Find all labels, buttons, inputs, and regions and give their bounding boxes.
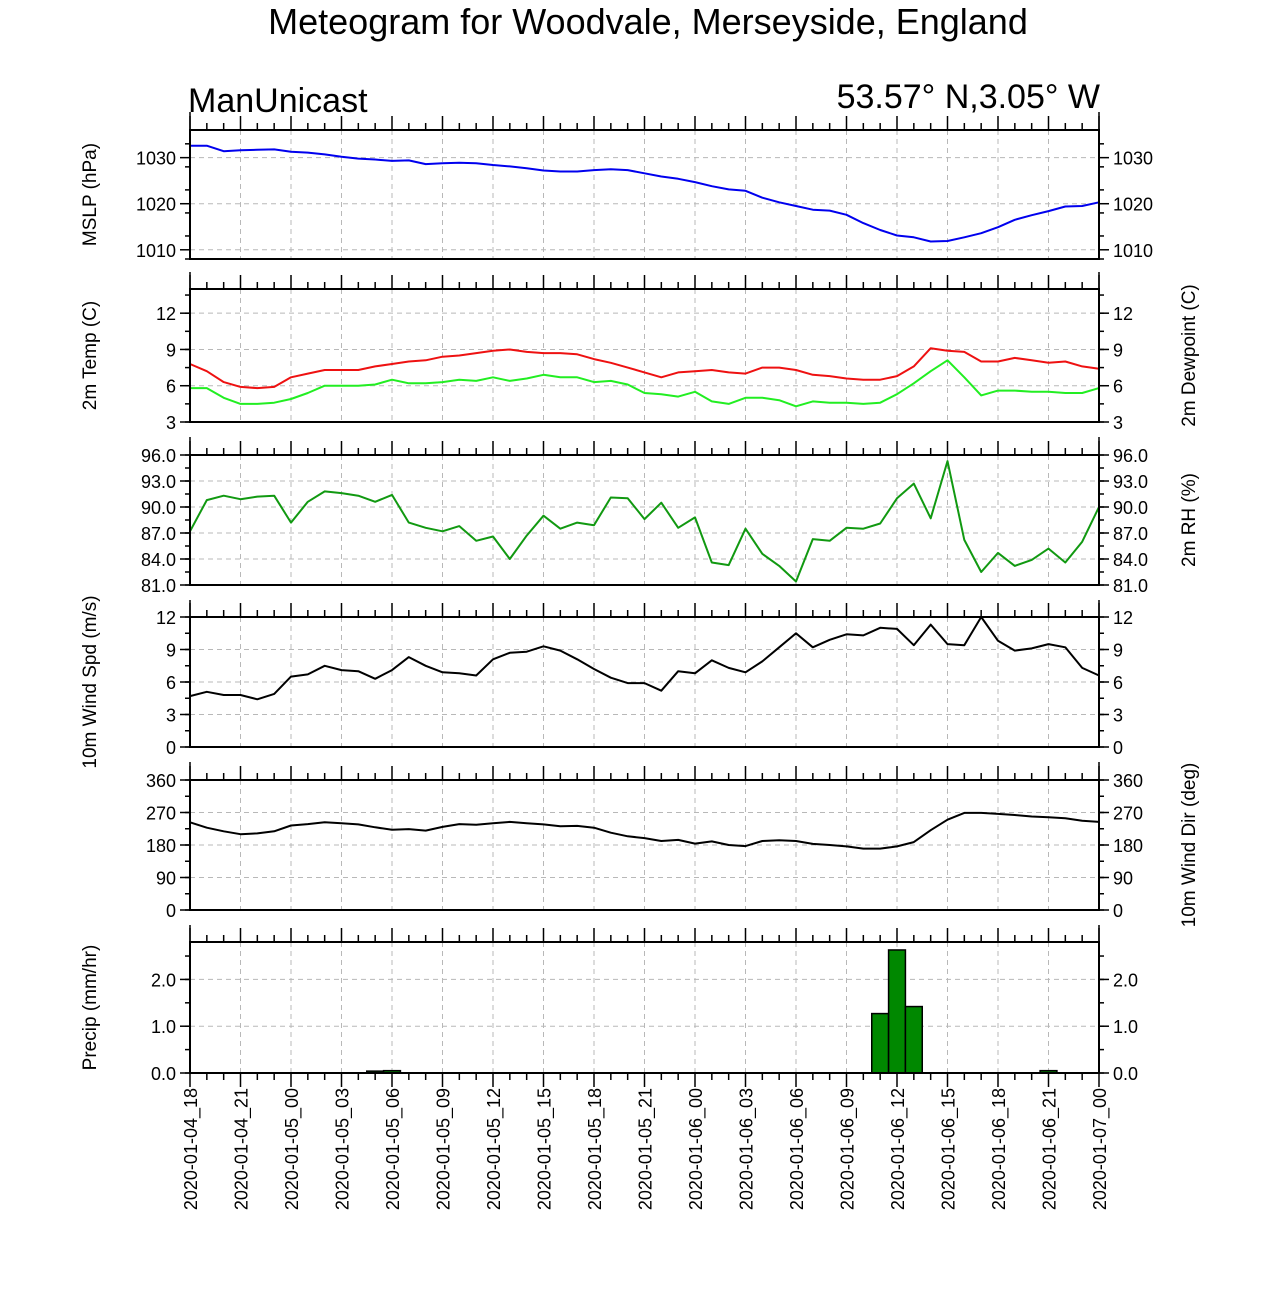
location-label: 53.57° N,3.05° W <box>837 78 1100 116</box>
x-tick-label: 2020-01-06_09 <box>838 1088 859 1210</box>
y-tick-label-left: 90.0 <box>141 498 176 518</box>
x-tick-label: 2020-01-04_21 <box>232 1088 253 1210</box>
y-tick-label-left: 1.0 <box>151 1017 176 1037</box>
y-tick-label-right: 87.0 <box>1113 524 1148 544</box>
y-tick-label-right: 3 <box>1113 413 1123 433</box>
y-tick-label-right: 1010 <box>1113 241 1153 261</box>
y-tick-label-left: 96.0 <box>141 446 176 466</box>
y-tick-label-right: 1.0 <box>1113 1017 1138 1037</box>
panel-precip: 0.0 0.0 1.0 1.0 2.0 2.0 Precip (mm/hr) <box>80 925 1138 1084</box>
y-tick-label-right: 9 <box>1113 641 1123 661</box>
y-tick-label-left: 9 <box>166 641 176 661</box>
wind-series-line <box>189 616 1100 701</box>
panel-temp-dewpoint: 3 3 6 6 9 9 12 12 2m Temp (C) 2m Dewpoint (C) <box>80 272 1200 433</box>
y-tick-label-right: 90.0 <box>1113 498 1148 518</box>
y-axis-label-left: 2m Temp (C) <box>80 301 101 410</box>
y-tick-label-left: 360 <box>146 771 176 791</box>
y-tick-label-right: 270 <box>1113 804 1143 824</box>
y-tick-label-right: 0.0 <box>1113 1064 1138 1084</box>
y-tick-label-right: 0 <box>1113 738 1123 758</box>
y-axis-label-left: MSLP (hPa) <box>80 143 101 246</box>
y-tick-label-right: 180 <box>1113 836 1143 856</box>
y-tick-label-right: 1030 <box>1113 149 1153 169</box>
y-tick-label-left: 2.0 <box>151 970 176 990</box>
x-tick-label: 2020-01-05_15 <box>535 1088 556 1210</box>
y-tick-label-right: 96.0 <box>1113 446 1148 466</box>
mslp-series-line <box>190 144 1100 243</box>
y-tick-label-left: 81.0 <box>141 576 176 596</box>
y-axis-label-left: 10m Wind Spd (m/s) <box>80 595 101 768</box>
y-tick-label-right: 93.0 <box>1113 472 1148 492</box>
x-tick-label: 2020-01-06_00 <box>686 1088 707 1210</box>
y-tick-label-left: 0.0 <box>151 1064 176 1084</box>
source-label: ManUnicast <box>188 82 368 120</box>
x-tick-label: 2020-01-05_00 <box>282 1088 303 1210</box>
y-tick-label-right: 6 <box>1113 377 1123 397</box>
y-tick-label-left: 0 <box>166 901 176 921</box>
panel-mslp: 1010 1010 1020 1020 1030 1030 MSLP (hPa) <box>80 112 1153 261</box>
y-tick-label-left: 90 <box>156 869 176 889</box>
y-tick-label-left: 93.0 <box>141 472 176 492</box>
x-tick-label: 2020-01-07_00 <box>1090 1088 1111 1210</box>
x-tick-label: 2020-01-05_03 <box>333 1088 354 1210</box>
y-tick-label-left: 6 <box>166 673 176 693</box>
panel-wind-dir: 0 0 90 90 180 180 270 270 360 360 10m Wind Dir (de… <box>146 762 1200 927</box>
y-tick-label-left: 87.0 <box>141 524 176 544</box>
chart-title: Meteogram for Woodvale, Merseyside, Engl… <box>268 1 1028 42</box>
y-tick-label-left: 1020 <box>136 195 176 215</box>
x-tick-label: 2020-01-05_09 <box>434 1088 455 1210</box>
y-axis-label-right: 2m RH (%) <box>1179 473 1200 567</box>
panels: 1010 1010 1020 1020 1030 1030 MSLP (hPa) 3 3 6 6 9 9… <box>80 112 1200 1084</box>
precip-bar <box>904 1005 924 1074</box>
y-tick-label-left: 180 <box>146 836 176 856</box>
y-axis-label-left: Precip (mm/hr) <box>80 945 101 1071</box>
y-tick-label-left: 0 <box>166 738 176 758</box>
y-tick-label-right: 3 <box>1113 706 1123 726</box>
y-tick-label-left: 1030 <box>136 149 176 169</box>
x-tick-label: 2020-01-04_18 <box>181 1088 202 1210</box>
dewpoint-series-line <box>190 359 1100 408</box>
y-tick-label-left: 3 <box>166 413 176 433</box>
precip-bar <box>887 949 907 1074</box>
y-tick-label-right: 1020 <box>1113 195 1153 215</box>
x-tick-label: 2020-01-06_15 <box>939 1088 960 1210</box>
y-tick-label-right: 81.0 <box>1113 576 1148 596</box>
y-tick-label-right: 9 <box>1113 340 1123 360</box>
panel-rh: 81.0 81.0 84.0 84.0 87.0 87.0 90.0 90.0 93.0 93.0… <box>141 437 1200 596</box>
x-tick-label: 2020-01-06_06 <box>787 1088 808 1210</box>
y-tick-label-right: 90 <box>1113 869 1133 889</box>
x-tick-label: 2020-01-06_03 <box>737 1088 758 1210</box>
y-axis-label-right: 10m Wind Dir (deg) <box>1179 763 1200 928</box>
panel-wind-speed: 0 0 3 3 6 6 9 9 12 12 10m Wind Spd (m/s) <box>80 595 1133 768</box>
x-axis: 2020-01-04_18 2020-01-04_21 2020-01-05_00 2… <box>181 1073 1111 1210</box>
rh-series-line <box>189 460 1100 583</box>
y-tick-label-left: 3 <box>166 706 176 726</box>
y-tick-label-left: 1010 <box>136 241 176 261</box>
x-tick-label: 2020-01-05_18 <box>585 1088 606 1210</box>
y-tick-label-right: 6 <box>1113 673 1123 693</box>
y-tick-label-left: 270 <box>146 804 176 824</box>
x-tick-label: 2020-01-06_18 <box>989 1088 1010 1210</box>
x-tick-label: 2020-01-05_06 <box>383 1088 404 1210</box>
y-axis-label-right: 2m Dewpoint (C) <box>1179 284 1200 427</box>
x-tick-label: 2020-01-05_12 <box>484 1088 505 1210</box>
y-tick-label-right: 360 <box>1113 771 1143 791</box>
y-tick-label-left: 12 <box>156 608 176 628</box>
precip-bar <box>871 1012 890 1074</box>
x-tick-label: 2020-01-06_12 <box>888 1088 909 1210</box>
y-tick-label-right: 12 <box>1113 608 1133 628</box>
y-tick-label-left: 84.0 <box>141 550 176 570</box>
y-tick-label-right: 0 <box>1113 901 1123 921</box>
y-tick-label-left: 9 <box>166 340 176 360</box>
y-tick-label-left: 12 <box>156 304 176 324</box>
y-tick-label-right: 84.0 <box>1113 550 1148 570</box>
y-tick-label-right: 2.0 <box>1113 970 1138 990</box>
wind-series-line <box>189 811 1100 850</box>
x-tick-label: 2020-01-06_21 <box>1040 1088 1061 1210</box>
y-tick-label-right: 12 <box>1113 304 1133 324</box>
x-tick-label: 2020-01-05_21 <box>636 1088 657 1210</box>
y-tick-label-left: 6 <box>166 377 176 397</box>
temp-series-line <box>189 347 1100 390</box>
